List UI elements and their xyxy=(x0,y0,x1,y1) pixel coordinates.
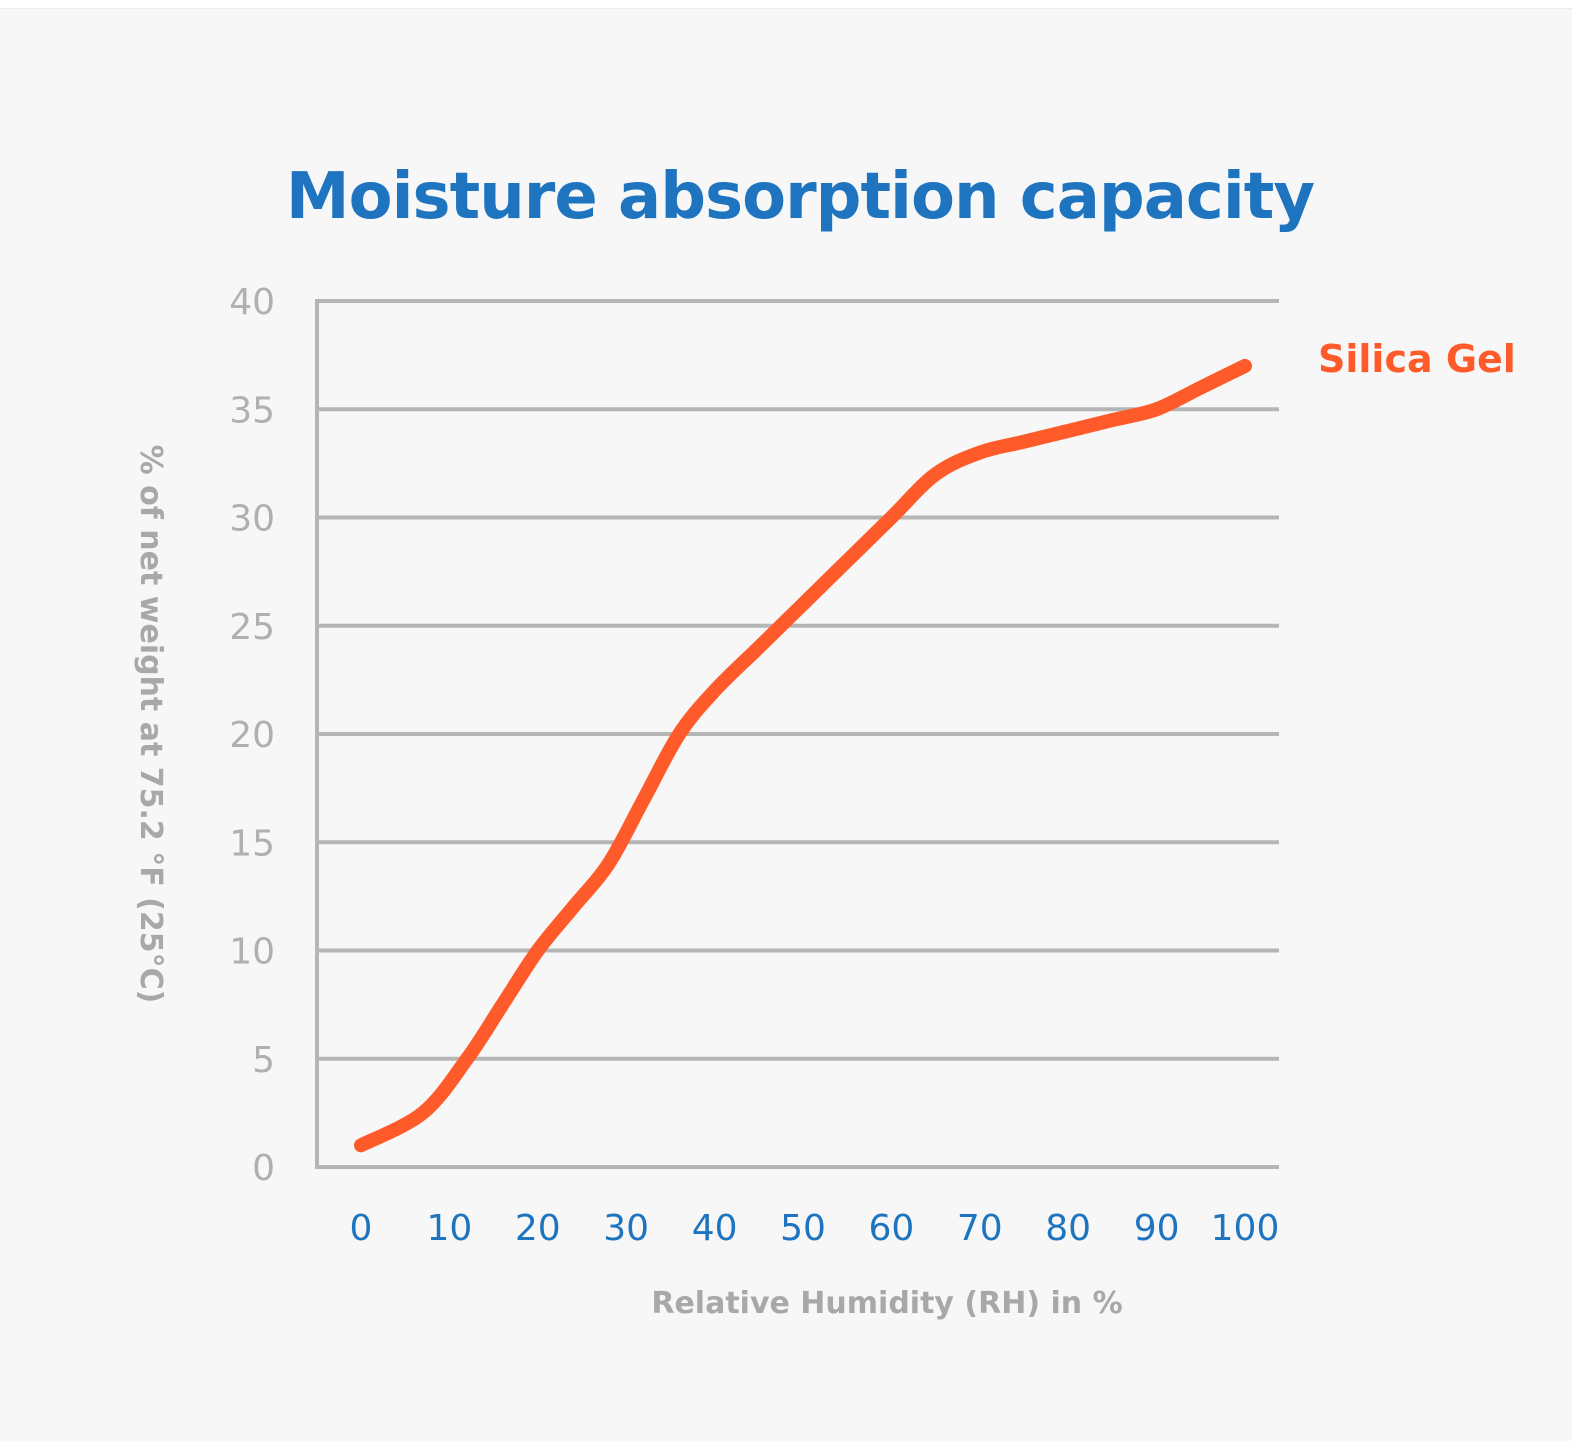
x-tick-label: 0 xyxy=(350,1208,373,1249)
grid-lines xyxy=(317,299,1279,1169)
x-tick-label: 10 xyxy=(426,1208,472,1249)
series-label-silica-gel: Silica Gel xyxy=(1318,337,1516,381)
x-tick-label: 50 xyxy=(780,1208,826,1249)
series-line-0 xyxy=(354,358,1252,1153)
x-tick-label: 70 xyxy=(957,1208,1003,1249)
chart-title: Moisture absorption capacity xyxy=(286,160,1314,234)
y-tick-labels: 0 5 10 15 20 25 30 35 40 xyxy=(229,282,275,1189)
y-axis-label: % of net weight at 75.2 °F (25°C) xyxy=(133,445,168,1004)
series-lines xyxy=(354,358,1252,1153)
y-tick-label: 5 xyxy=(252,1040,275,1081)
x-axis-label: Relative Humidity (RH) in % xyxy=(651,1286,1122,1321)
y-tick-label: 30 xyxy=(229,499,275,540)
y-tick-label: 20 xyxy=(229,715,275,756)
y-tick-label: 15 xyxy=(229,823,275,864)
y-tick-label: 0 xyxy=(252,1148,275,1189)
x-tick-label: 90 xyxy=(1134,1208,1180,1249)
x-tick-label: 80 xyxy=(1045,1208,1091,1249)
x-tick-label: 40 xyxy=(692,1208,738,1249)
y-tick-label: 25 xyxy=(229,607,275,648)
y-tick-label: 35 xyxy=(229,390,275,431)
y-tick-label: 40 xyxy=(229,282,275,323)
x-tick-label: 30 xyxy=(603,1208,649,1249)
x-tick-labels: 0 10 20 30 40 50 60 70 80 90 100 xyxy=(350,1208,1280,1249)
top-rule xyxy=(0,0,1572,9)
y-tick-label: 10 xyxy=(229,932,275,973)
x-tick-label: 20 xyxy=(515,1208,561,1249)
x-tick-label: 60 xyxy=(868,1208,914,1249)
x-tick-label: 100 xyxy=(1211,1208,1280,1249)
